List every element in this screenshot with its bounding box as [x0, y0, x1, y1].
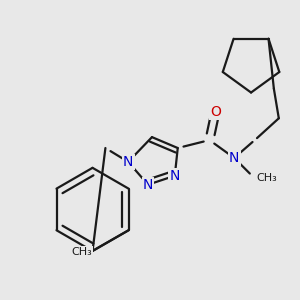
- Text: N: N: [229, 151, 239, 165]
- Text: CH₃: CH₃: [256, 173, 277, 183]
- Text: N: N: [123, 155, 134, 169]
- Text: N: N: [143, 178, 153, 192]
- Text: N: N: [169, 169, 180, 183]
- Text: O: O: [210, 105, 221, 119]
- Text: CH₃: CH₃: [71, 247, 92, 257]
